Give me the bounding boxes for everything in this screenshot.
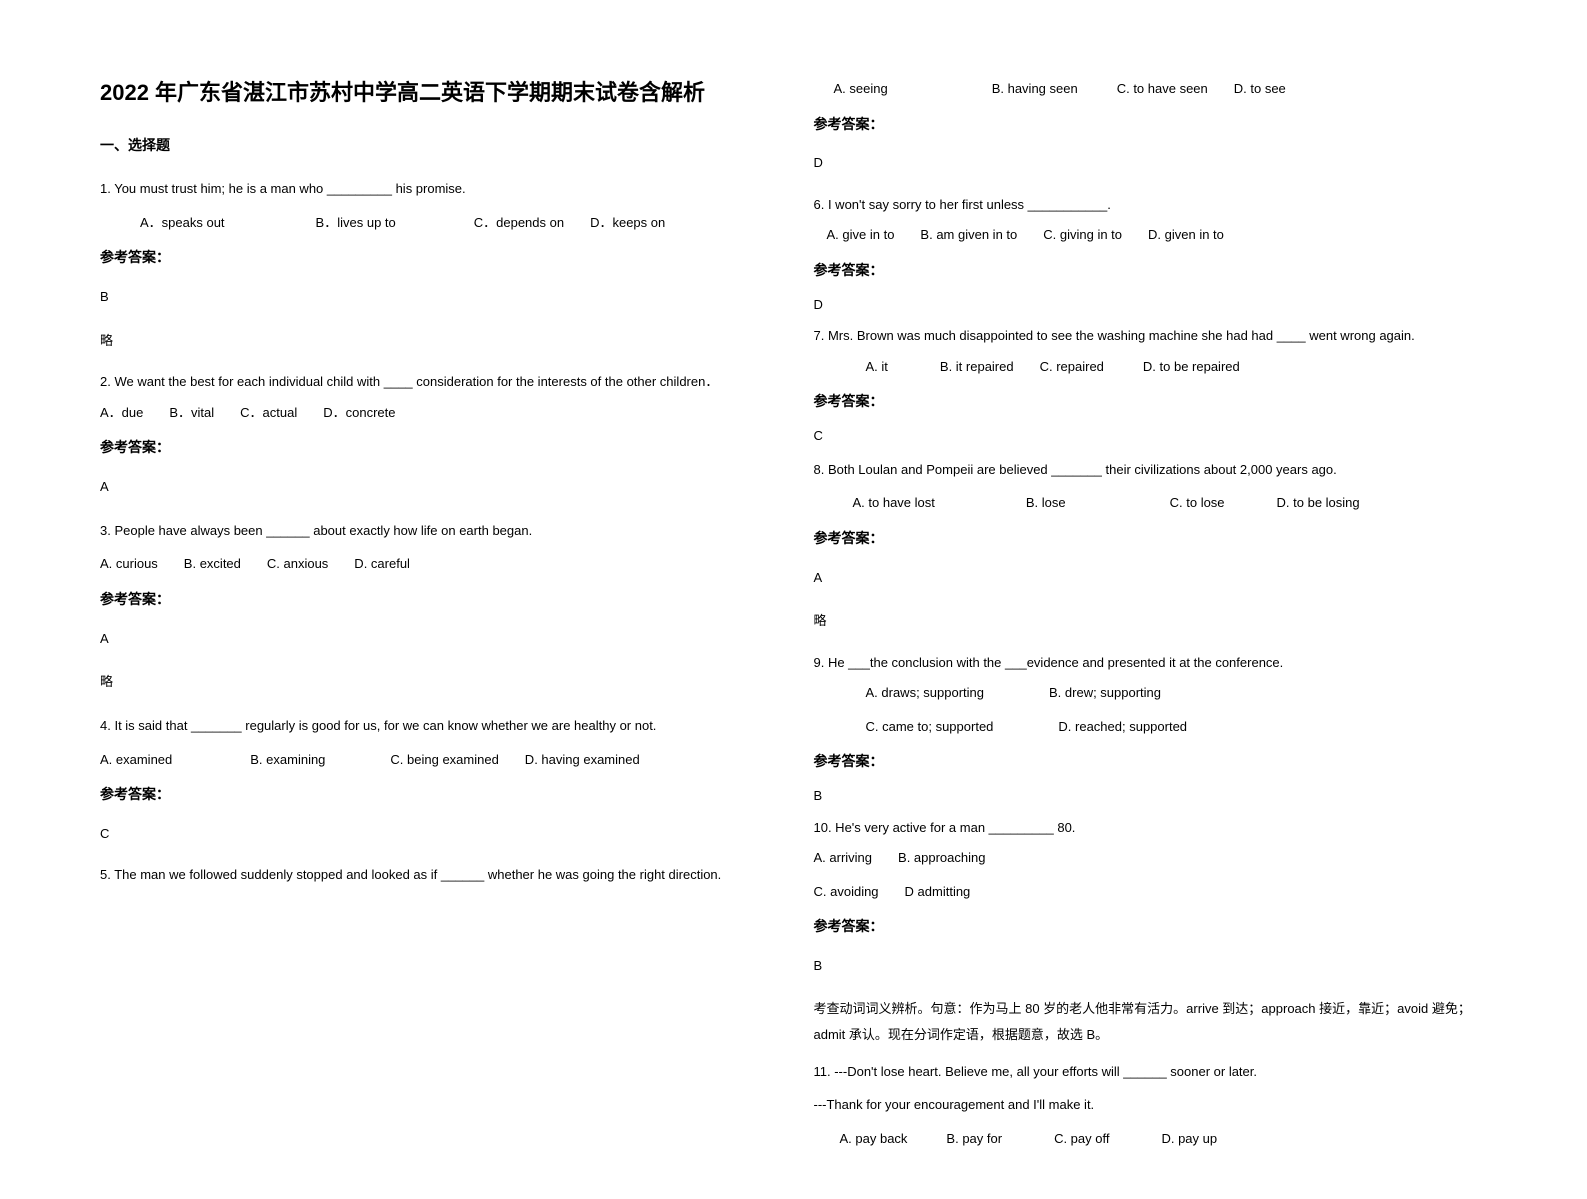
question-2-options: A．due B．vital C．actual D．concrete [100, 399, 774, 428]
question-9-options-1: A. draws; supporting B. drew; supporting [814, 679, 1488, 708]
left-column: 2022 年广东省湛江市苏村中学高二英语下学期期末试卷含解析 一、选择题 1. … [100, 75, 774, 1159]
question-1-options: A．speaks out B．lives up to C．depends on … [100, 209, 774, 238]
answer-label-2: 参考答案： [100, 432, 774, 463]
question-6-options: A. give in to B. am given in to C. givin… [814, 221, 1488, 250]
question-11-options: A. pay back B. pay for C. pay off D. pay… [814, 1125, 1488, 1154]
question-10-options-1: A. arriving B. approaching [814, 844, 1488, 873]
question-7-options: A. it B. it repaired C. repaired D. to b… [814, 353, 1488, 382]
note-8: 略 [814, 607, 1488, 636]
question-4-text: 4. It is said that _______ regularly is … [100, 712, 774, 741]
question-11-text-2: ---Thank for your encouragement and I'll… [814, 1091, 1488, 1120]
question-2-text: 2. We want the best for each individual … [100, 370, 774, 393]
answer-6: D [814, 291, 1488, 320]
answer-4: C [100, 820, 774, 849]
answer-3: A [100, 625, 774, 654]
answer-2: A [100, 473, 774, 502]
note-1: 略 [100, 327, 774, 356]
question-10-options-2: C. avoiding D admitting [814, 878, 1488, 907]
answer-5: D [814, 149, 1488, 178]
answer-label-6: 参考答案： [814, 255, 1488, 286]
question-9-text: 9. He ___the conclusion with the ___evid… [814, 651, 1488, 674]
question-10-text: 10. He's very active for a man _________… [814, 816, 1488, 839]
note-3: 略 [100, 668, 774, 697]
answer-10: B [814, 952, 1488, 981]
answer-1: B [100, 283, 774, 312]
question-9-options-2: C. came to; supported D. reached; suppor… [814, 713, 1488, 742]
answer-label-4: 参考答案： [100, 779, 774, 810]
right-column: A. seeing B. having seen C. to have seen… [814, 75, 1488, 1159]
answer-label-7: 参考答案： [814, 386, 1488, 417]
question-3-text: 3. People have always been ______ about … [100, 517, 774, 546]
explanation-10: 考查动词词义辨析。句意：作为马上 80 岁的老人他非常有活力。arrive 到达… [814, 996, 1488, 1048]
question-7-text: 7. Mrs. Brown was much disappointed to s… [814, 324, 1488, 347]
answer-label-3: 参考答案： [100, 584, 774, 615]
question-8-text: 8. Both Loulan and Pompeii are believed … [814, 456, 1488, 485]
question-11-text-1: 11. ---Don't lose heart. Believe me, all… [814, 1058, 1488, 1087]
answer-label-1: 参考答案： [100, 242, 774, 273]
answer-label-5: 参考答案： [814, 109, 1488, 140]
question-1-text: 1. You must trust him; he is a man who _… [100, 175, 774, 204]
question-5-options: A. seeing B. having seen C. to have seen… [814, 75, 1488, 104]
answer-9: B [814, 782, 1488, 811]
question-6-text: 6. I won't say sorry to her first unless… [814, 193, 1488, 216]
answer-7: C [814, 422, 1488, 451]
question-3-options: A. curious B. excited C. anxious D. care… [100, 550, 774, 579]
answer-label-9: 参考答案： [814, 746, 1488, 777]
question-5-text: 5. The man we followed suddenly stopped … [100, 863, 774, 886]
answer-label-10: 参考答案： [814, 911, 1488, 942]
answer-8: A [814, 564, 1488, 593]
answer-label-8: 参考答案： [814, 523, 1488, 554]
page-container: 2022 年广东省湛江市苏村中学高二英语下学期期末试卷含解析 一、选择题 1. … [0, 0, 1587, 1199]
page-title: 2022 年广东省湛江市苏村中学高二英语下学期期末试卷含解析 [100, 75, 774, 110]
section-header: 一、选择题 [100, 135, 774, 155]
question-4-options: A. examined B. examining C. being examin… [100, 746, 774, 775]
question-8-options: A. to have lost B. lose C. to lose D. to… [814, 489, 1488, 518]
